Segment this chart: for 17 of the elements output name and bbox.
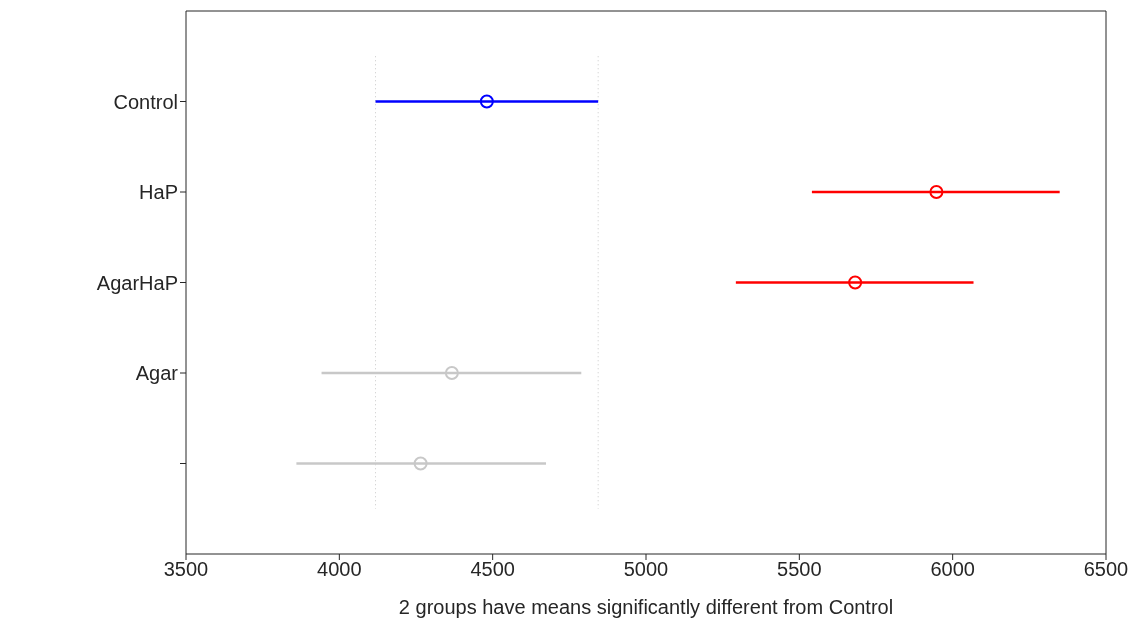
y-tick-label: HaP [139,181,178,204]
x-tick-label: 4500 [470,558,515,581]
point [444,366,459,380]
x-tick-label: 6500 [1083,558,1129,581]
y-tick-label: Agar [135,362,179,385]
point [413,456,428,471]
point [848,275,863,290]
x-axis-title: 2 groups have means significantly different from Control [398,596,894,618]
y-tick-label: Control [113,90,178,113]
x-tick-label: 3500 [163,558,209,581]
x-tick-label: 5000 [623,558,669,581]
x-tick-label: 5500 [777,558,822,581]
point [929,185,944,199]
y-tick-label: AgarHaP [96,271,178,294]
point [479,94,494,109]
x-tick-label: 6000 [930,558,975,581]
x-tick-label: 4000 [317,558,362,581]
